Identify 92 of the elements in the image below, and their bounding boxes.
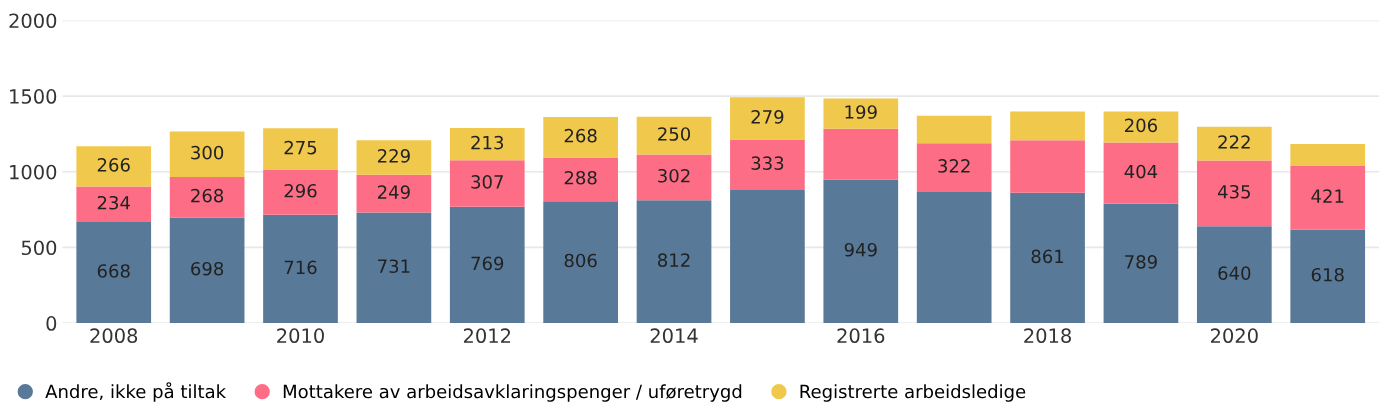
- bar: [356, 140, 432, 175]
- bar: [1103, 111, 1179, 143]
- bar: [1196, 226, 1272, 324]
- legend-label: Mottakere av arbeidsavklaringspenger / uføretrygd: [283, 384, 742, 402]
- data-label: 275: [284, 140, 317, 155]
- data-label: 213: [471, 135, 504, 150]
- data-label: 234: [97, 195, 130, 210]
- data-label: 250: [658, 127, 691, 141]
- data-label: 333: [751, 156, 784, 170]
- data-label: 229: [377, 149, 410, 163]
- bar: [1103, 203, 1179, 324]
- data-label: 266: [97, 158, 130, 172]
- data-label: 206: [1125, 118, 1158, 133]
- x-tick-label: 2012: [463, 328, 511, 344]
- bar: [169, 217, 245, 324]
- bar: [916, 191, 992, 324]
- bar: [1290, 229, 1366, 324]
- x-tick-label: 2010: [277, 328, 324, 344]
- bar: [449, 128, 525, 161]
- bar: [916, 143, 992, 192]
- data-label: 668: [97, 264, 130, 278]
- data-label: 249: [377, 185, 410, 199]
- data-label: 404: [1124, 164, 1158, 179]
- bar: [1290, 165, 1366, 230]
- data-label: 302: [658, 168, 690, 183]
- data-label: 640: [1218, 266, 1251, 280]
- bar: [636, 200, 712, 324]
- bar: [76, 222, 152, 324]
- bar: [730, 139, 805, 190]
- x-tick-label: 2016: [837, 328, 885, 344]
- bar: [1196, 126, 1272, 161]
- bar: [636, 154, 712, 201]
- bar: [263, 214, 338, 324]
- data-label: 222: [1218, 135, 1250, 149]
- bar: [169, 176, 245, 218]
- x-tick-label: 2008: [90, 328, 138, 344]
- bar: [263, 128, 338, 170]
- data-label: 268: [564, 128, 597, 143]
- bar: [636, 116, 712, 155]
- bar: [1010, 192, 1085, 324]
- bar: [1290, 143, 1366, 166]
- y-tick-label: 1000: [10, 164, 57, 180]
- bar: [916, 115, 992, 144]
- bar: [76, 186, 152, 223]
- data-label: 789: [1125, 254, 1157, 269]
- y-tick-label: 1500: [10, 89, 57, 104]
- data-label: 279: [751, 110, 784, 124]
- data-label: 698: [191, 261, 224, 276]
- bar: [730, 97, 805, 140]
- bar: [543, 117, 618, 158]
- data-label: 861: [1031, 249, 1064, 264]
- data-label: 421: [1311, 189, 1344, 203]
- data-label: 300: [191, 145, 224, 160]
- bar: [543, 157, 618, 202]
- bar: [543, 201, 618, 324]
- bar: [263, 169, 338, 215]
- data-label: 716: [284, 260, 317, 275]
- data-label: 307: [471, 175, 503, 189]
- data-label: 296: [284, 183, 317, 198]
- legend-label: Andre, ikke på tiltak: [45, 382, 227, 402]
- bar: [169, 131, 245, 177]
- data-label: 435: [1217, 184, 1250, 199]
- legend-label: Registrerte arbeidsledige: [800, 384, 1026, 402]
- bar: [823, 128, 899, 180]
- bar: [730, 189, 805, 324]
- data-label: 769: [471, 256, 504, 271]
- bar: [1196, 160, 1272, 227]
- data-label: 731: [378, 259, 410, 274]
- data-label: 288: [564, 170, 597, 185]
- data-label: 618: [1311, 267, 1344, 282]
- bar: [356, 212, 432, 324]
- bar: [449, 160, 525, 207]
- y-tick-label: 500: [21, 240, 57, 256]
- bar: [356, 174, 432, 213]
- bar: [823, 179, 899, 324]
- x-tick-label: 2018: [1024, 328, 1071, 344]
- data-label: 812: [658, 253, 690, 267]
- bar: [1103, 142, 1179, 204]
- data-label: 949: [844, 242, 877, 257]
- data-label: 322: [938, 159, 970, 173]
- data-label: 806: [564, 253, 597, 268]
- bar: [449, 206, 525, 324]
- bar: [1010, 140, 1085, 193]
- x-tick-label: 2020: [1211, 328, 1258, 344]
- y-tick-label: 0: [46, 316, 57, 331]
- bar: [1010, 111, 1085, 141]
- data-label: 268: [191, 188, 224, 203]
- x-tick-label: 2014: [650, 328, 698, 344]
- y-tick-label: 2000: [9, 13, 57, 29]
- bar: [76, 146, 152, 187]
- data-label: 199: [845, 105, 877, 119]
- bar: [823, 98, 899, 129]
